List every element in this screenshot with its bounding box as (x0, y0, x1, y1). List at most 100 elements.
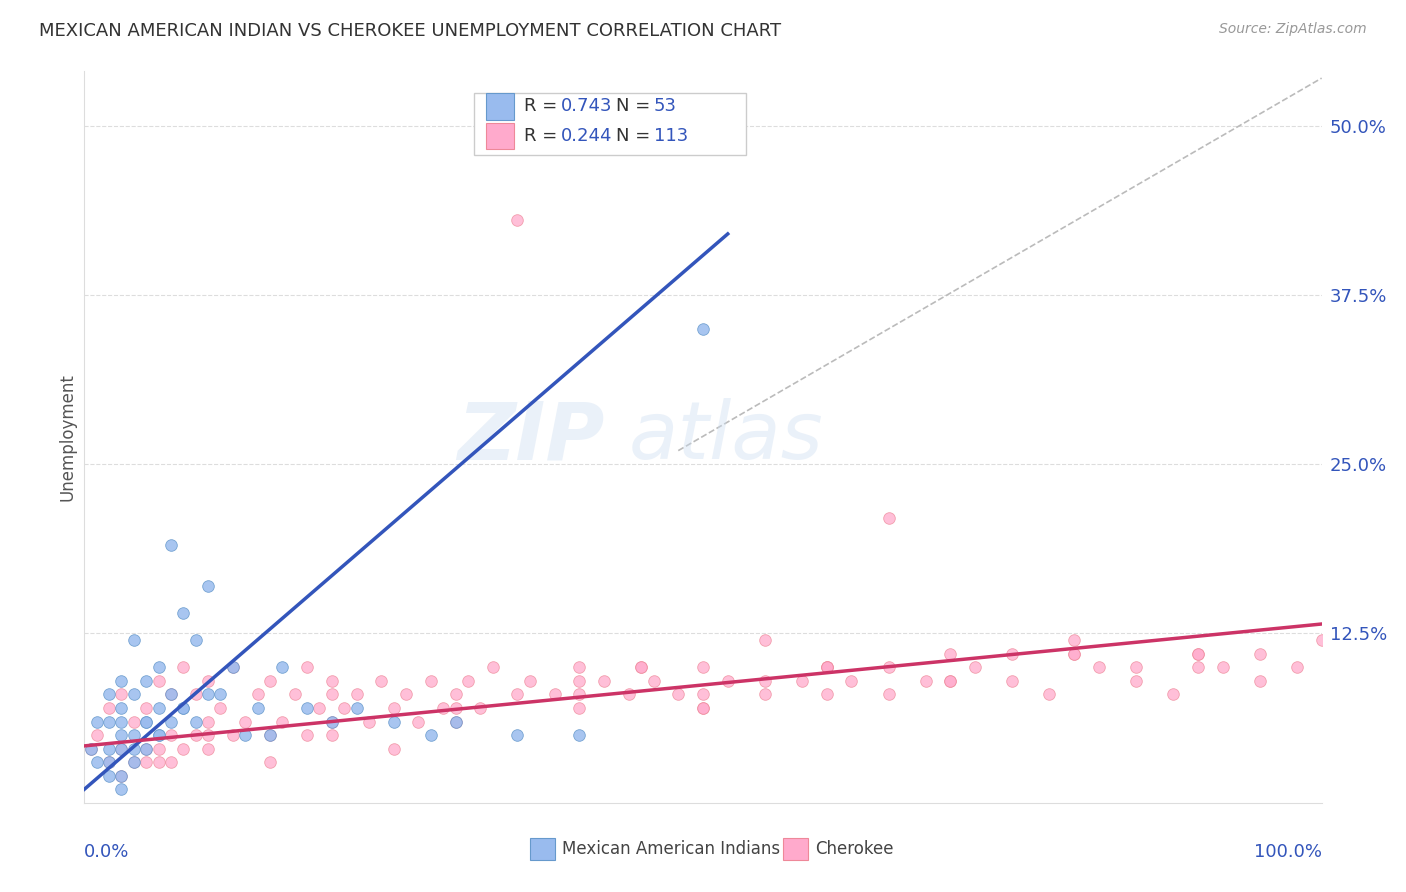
Point (110, 782, 132, 797)
Point (841, 673, 863, 688)
Point (110, 769, 132, 783)
Point (233, 714, 256, 729)
Point (110, 741, 132, 756)
Point (568, 673, 591, 688)
Point (754, 673, 776, 688)
Bar (486, 94, 513, 120)
Point (543, 688, 565, 702)
Point (172, 660, 194, 674)
Point (754, 688, 776, 702)
Point (717, 673, 740, 688)
Point (79, 741, 101, 756)
Point (1187, 660, 1209, 674)
Point (135, 673, 157, 688)
Point (692, 688, 714, 702)
Point (79, 741, 101, 756)
Point (148, 755, 170, 769)
Text: 113: 113 (654, 127, 688, 145)
Point (1249, 647, 1271, 661)
Text: N =: N = (616, 127, 657, 145)
Text: 53: 53 (654, 97, 676, 115)
Point (568, 728, 591, 742)
Point (346, 701, 368, 715)
Point (1187, 647, 1209, 661)
Point (408, 714, 430, 729)
Point (617, 688, 640, 702)
Point (160, 688, 183, 702)
Point (148, 741, 170, 756)
Point (110, 769, 132, 783)
Point (122, 755, 145, 769)
Point (506, 688, 529, 702)
Point (246, 701, 269, 715)
Point (1187, 647, 1209, 661)
Point (184, 714, 207, 729)
Bar (530, 838, 554, 860)
Point (692, 322, 714, 336)
Point (197, 728, 219, 742)
Point (148, 728, 170, 742)
Point (754, 633, 776, 648)
Point (271, 660, 294, 674)
Point (790, 673, 813, 688)
Point (1088, 660, 1111, 674)
Point (172, 741, 194, 756)
Point (222, 728, 245, 742)
Point (965, 660, 987, 674)
Point (321, 714, 343, 729)
Point (259, 728, 281, 742)
Point (1161, 688, 1184, 702)
Point (346, 688, 368, 702)
Point (160, 728, 183, 742)
Point (98, 741, 121, 756)
Point (815, 688, 838, 702)
Point (939, 673, 962, 688)
Point (692, 701, 714, 715)
Point (148, 673, 170, 688)
FancyBboxPatch shape (474, 94, 747, 155)
Point (370, 673, 392, 688)
Point (506, 728, 529, 742)
Text: 0.0%: 0.0% (84, 843, 129, 861)
Point (1001, 673, 1024, 688)
Point (197, 579, 219, 593)
Point (1285, 660, 1308, 674)
Point (877, 660, 900, 674)
Point (444, 701, 467, 715)
Point (122, 688, 145, 702)
Point (444, 688, 467, 702)
Point (395, 688, 418, 702)
Point (209, 688, 232, 702)
Point (122, 755, 145, 769)
Point (110, 728, 132, 742)
Point (382, 701, 405, 715)
Point (643, 673, 665, 688)
Text: Cherokee: Cherokee (815, 840, 894, 858)
Point (321, 714, 343, 729)
Point (98, 755, 121, 769)
Point (1063, 647, 1085, 661)
Point (1063, 647, 1085, 661)
Text: atlas: atlas (628, 398, 824, 476)
Point (98, 688, 121, 702)
Point (172, 701, 194, 715)
Point (160, 755, 183, 769)
Point (122, 741, 145, 756)
Point (1125, 660, 1147, 674)
Point (86, 755, 108, 769)
Point (271, 714, 294, 729)
Point (939, 673, 962, 688)
Point (593, 673, 616, 688)
Point (110, 688, 132, 702)
Point (382, 741, 405, 756)
Point (481, 660, 503, 674)
Point (1249, 673, 1271, 688)
Point (246, 688, 269, 702)
Point (233, 728, 256, 742)
Point (419, 673, 441, 688)
Point (197, 688, 219, 702)
Point (184, 633, 207, 648)
Point (815, 660, 838, 674)
Point (98, 769, 121, 783)
Point (506, 213, 529, 227)
